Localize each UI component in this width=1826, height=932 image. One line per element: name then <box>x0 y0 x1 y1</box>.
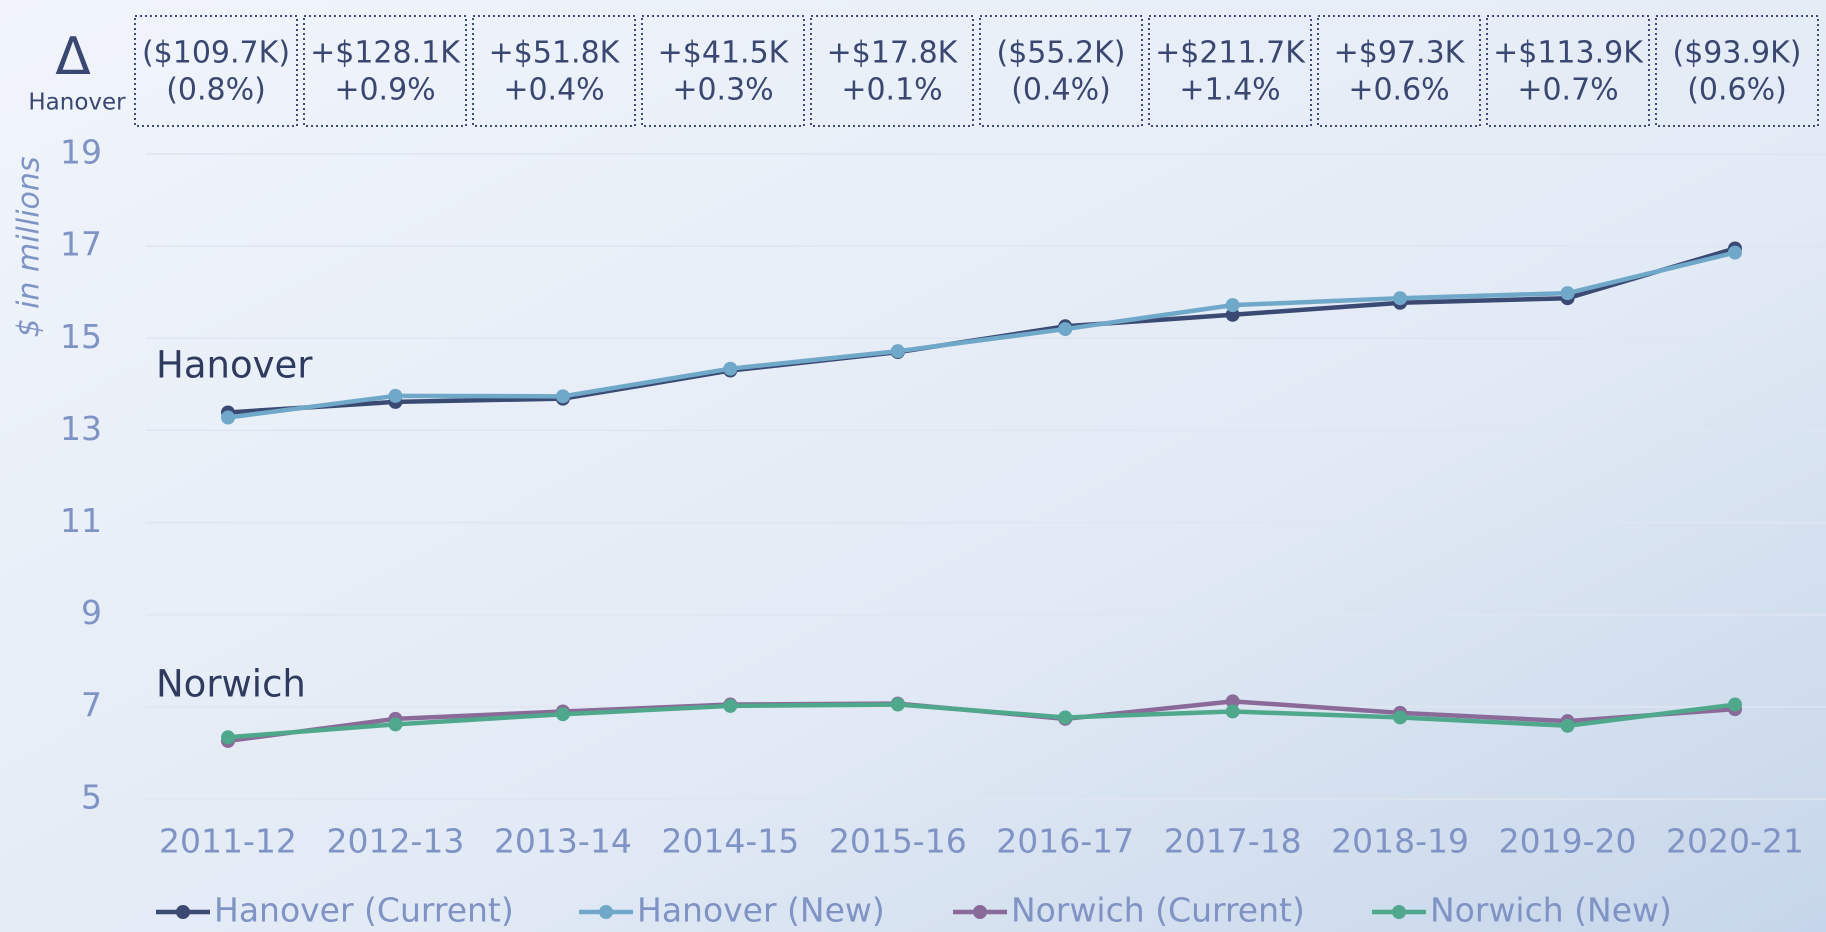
delta-box <box>134 15 298 127</box>
y-tick-label: 11 <box>60 501 102 540</box>
data-point <box>723 361 738 376</box>
data-point <box>723 698 738 713</box>
x-tick-label: 2018-19 <box>1331 822 1469 861</box>
data-point <box>1225 298 1240 313</box>
x-tick-label: 2012-13 <box>326 822 464 861</box>
data-point <box>221 410 235 425</box>
legend-label: Norwich (Current) <box>1011 891 1305 930</box>
data-point <box>1058 322 1073 337</box>
data-point <box>1728 245 1742 260</box>
y-tick-label: 7 <box>81 685 102 724</box>
delta-box <box>979 15 1143 127</box>
series-line <box>227 702 1736 740</box>
x-tick-label: 2016-17 <box>996 822 1134 861</box>
delta-box <box>641 15 805 127</box>
legend-swatch-dot <box>1392 905 1406 919</box>
group-label: Hanover <box>156 344 313 387</box>
data-point <box>1393 710 1408 725</box>
x-tick-label: 2014-15 <box>661 822 799 861</box>
group-label: Norwich <box>156 663 306 706</box>
delta-amount: +$51.8K <box>489 36 621 71</box>
data-point <box>1728 697 1742 712</box>
data-point <box>1225 704 1240 719</box>
y-tick-label: 19 <box>60 133 102 172</box>
data-point <box>555 389 570 404</box>
data-point <box>221 730 235 745</box>
data-point <box>890 697 905 712</box>
legend-label: Hanover (Current) <box>214 891 514 930</box>
delta-symbol: Δ <box>55 27 91 87</box>
legend-swatch-dot <box>973 905 987 919</box>
delta-percent: +0.6% <box>1348 73 1449 108</box>
delta-amount: +$97.3K <box>1334 36 1466 71</box>
data-point <box>1225 307 1240 322</box>
data-point <box>1560 286 1575 301</box>
delta-percent: +0.1% <box>841 73 942 108</box>
y-tick-label: 17 <box>60 225 102 264</box>
data-point <box>388 717 403 732</box>
delta-percent: (0.8%) <box>166 73 266 108</box>
x-tick-label: 2015-16 <box>829 822 967 861</box>
delta-amount: ($109.7K) <box>142 36 290 71</box>
delta-label: Hanover <box>28 90 126 116</box>
delta-percent: +0.4% <box>503 73 604 108</box>
legend-swatch-dot <box>176 905 190 919</box>
legend-swatch-dot <box>599 905 613 919</box>
data-point <box>555 707 570 722</box>
data-point <box>1560 718 1575 733</box>
delta-amount: +$17.8K <box>827 36 959 71</box>
legend-label: Norwich (New) <box>1430 891 1672 930</box>
y-tick-label: 9 <box>81 593 102 632</box>
delta-box <box>1317 15 1481 127</box>
y-tick-label: 13 <box>60 409 102 448</box>
legend-label: Hanover (New) <box>637 891 885 930</box>
x-tick-label: 2020-21 <box>1666 822 1804 861</box>
delta-amount: +$128.1K <box>310 36 461 71</box>
delta-box <box>1148 15 1312 127</box>
delta-percent: (0.6%) <box>1687 73 1787 108</box>
delta-amount: +$41.5K <box>658 36 790 71</box>
delta-percent: (0.4%) <box>1011 73 1111 108</box>
y-tick-label: 15 <box>60 317 102 356</box>
delta-box <box>1486 15 1650 127</box>
delta-amount: +$113.9K <box>1493 36 1644 71</box>
delta-box <box>810 15 974 127</box>
data-point <box>388 388 403 403</box>
delta-percent: +0.9% <box>334 73 435 108</box>
delta-box <box>472 15 636 127</box>
x-tick-label: 2013-14 <box>494 822 632 861</box>
delta-amount: ($55.2K) <box>997 36 1126 71</box>
x-tick-label: 2019-20 <box>1499 822 1637 861</box>
data-point <box>1225 694 1240 709</box>
data-point <box>1393 291 1408 306</box>
x-tick-label: 2017-18 <box>1164 822 1302 861</box>
delta-percent: +0.7% <box>1517 73 1618 108</box>
y-tick-label: 5 <box>81 778 102 817</box>
delta-box <box>1655 15 1819 127</box>
data-point <box>1058 710 1073 725</box>
delta-box <box>303 15 467 127</box>
series-line <box>227 250 1736 420</box>
delta-percent: +0.3% <box>672 73 773 108</box>
delta-amount: +$211.7K <box>1155 36 1306 71</box>
delta-percent: +1.4% <box>1179 73 1280 108</box>
data-point <box>890 344 905 359</box>
delta-amount: ($93.9K) <box>1673 36 1802 71</box>
x-tick-label: 2011-12 <box>159 822 297 861</box>
y-axis-label: $ in millions <box>12 156 47 337</box>
